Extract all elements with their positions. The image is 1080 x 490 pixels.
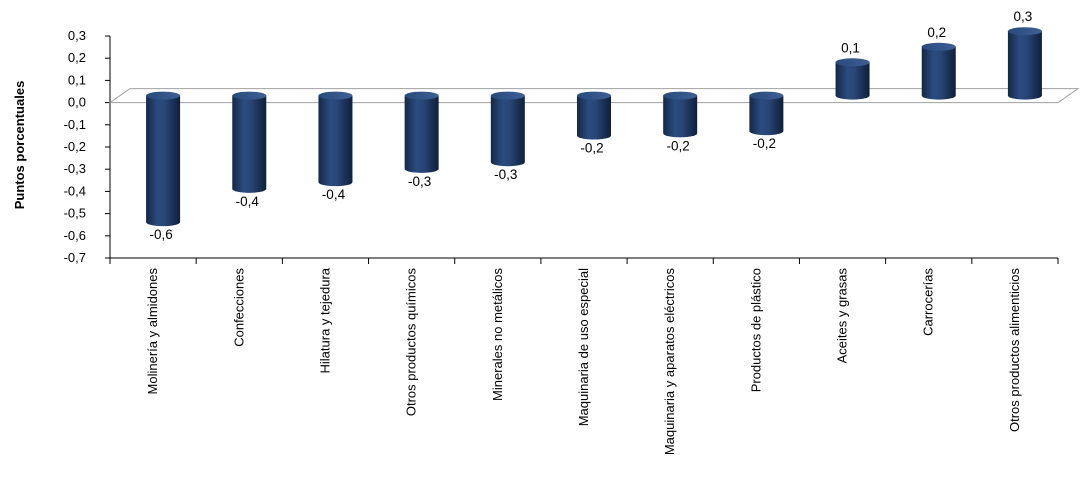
y-tick-label: -0,5 <box>64 206 86 221</box>
bar-cap <box>835 58 870 67</box>
data-label: 0,2 <box>927 25 946 40</box>
data-label: -0,3 <box>408 174 431 189</box>
data-label: -0,2 <box>580 141 603 156</box>
y-axis-title: Puntos porcentuales <box>12 81 27 210</box>
y-tick-label: -0,1 <box>64 117 86 132</box>
category-label: Otros productos químicos <box>404 268 419 417</box>
category-label: Confecciones <box>231 268 246 347</box>
bar-cap <box>749 91 784 100</box>
y-tick-label: -0,4 <box>64 183 86 198</box>
category-label: Maquinaria y aparatos eléctricos <box>662 268 677 456</box>
bar-body <box>835 62 870 100</box>
data-label: -0,3 <box>494 167 517 182</box>
bar-body <box>232 95 267 193</box>
bar-cap <box>490 91 525 100</box>
bar <box>404 91 439 173</box>
data-label: -0,4 <box>322 187 346 202</box>
bar <box>663 91 698 138</box>
y-tick-label: -0,2 <box>64 139 86 154</box>
y-tick-label: 0,1 <box>68 72 86 87</box>
bar-body <box>404 95 439 173</box>
y-tick-label: -0,3 <box>64 161 86 176</box>
axis-layer: 0,3 0,2 0,1 0,0 -0,1 -0,2 -0,3 -0,4 -0,5 -0,6 -0,7 <box>64 28 1059 265</box>
y-tick-label: 0,2 <box>68 50 86 65</box>
bar-body <box>749 95 784 136</box>
category-label: Minerales no metálicos <box>490 268 505 401</box>
data-label: 0,1 <box>841 40 860 55</box>
y-tick-label: -0,7 <box>64 250 86 265</box>
y-tick-label: 0,0 <box>68 95 86 110</box>
bar-body <box>490 95 525 167</box>
bar-cap <box>577 91 611 100</box>
data-label: 0,3 <box>1014 9 1033 24</box>
category-label: Carrocerías <box>921 268 936 336</box>
bar <box>146 91 181 227</box>
data-label: -0,6 <box>149 227 172 242</box>
bar-cap <box>404 91 439 100</box>
data-label: -0,2 <box>667 138 690 153</box>
bar <box>921 42 956 100</box>
bar-cap <box>1007 27 1042 36</box>
labels: -0,6 Molinería y almidones -0,4 Confeccione… <box>145 9 1032 455</box>
bar-cap <box>921 42 956 51</box>
category-label: Maquinaria de uso especial <box>576 268 591 426</box>
category-label: Molinería y almidones <box>145 268 160 395</box>
y-tick-label: -0,6 <box>64 228 86 243</box>
bar <box>577 91 611 140</box>
bar <box>835 58 870 100</box>
bar-body <box>1007 31 1042 100</box>
bar-cap <box>146 91 181 100</box>
bar-body <box>577 95 611 140</box>
bar-body <box>921 46 956 100</box>
bar-cap <box>663 91 698 100</box>
bar <box>490 91 525 167</box>
bar-cap <box>318 91 353 100</box>
data-label: -0,4 <box>236 194 260 209</box>
category-label: Aceites y grasas <box>835 268 850 364</box>
data-label: -0,2 <box>753 136 776 151</box>
bar-cap <box>232 91 267 100</box>
bars <box>146 27 1042 227</box>
category-label: Otros productos alimenticios <box>1007 268 1022 433</box>
bar <box>1007 27 1042 100</box>
bar-body <box>663 95 698 138</box>
bar-body <box>146 95 181 227</box>
y-tick-label: 0,3 <box>68 28 86 43</box>
category-label: Productos de plástico <box>748 268 763 392</box>
bar <box>749 91 784 136</box>
bar <box>318 91 353 187</box>
bar <box>232 91 267 193</box>
bar-body <box>318 95 353 187</box>
category-label: Hilatura y tejedura <box>317 267 332 373</box>
